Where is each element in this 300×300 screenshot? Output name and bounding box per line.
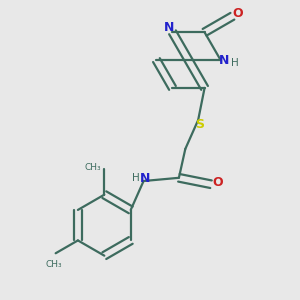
Text: H: H (132, 173, 140, 183)
Text: CH₃: CH₃ (46, 260, 62, 269)
Text: N: N (164, 21, 175, 34)
Text: O: O (233, 7, 244, 20)
Text: N: N (219, 54, 229, 67)
Text: CH₃: CH₃ (85, 163, 101, 172)
Text: S: S (195, 118, 204, 131)
Text: N: N (140, 172, 150, 185)
Text: O: O (213, 176, 224, 189)
Text: H: H (231, 58, 239, 68)
